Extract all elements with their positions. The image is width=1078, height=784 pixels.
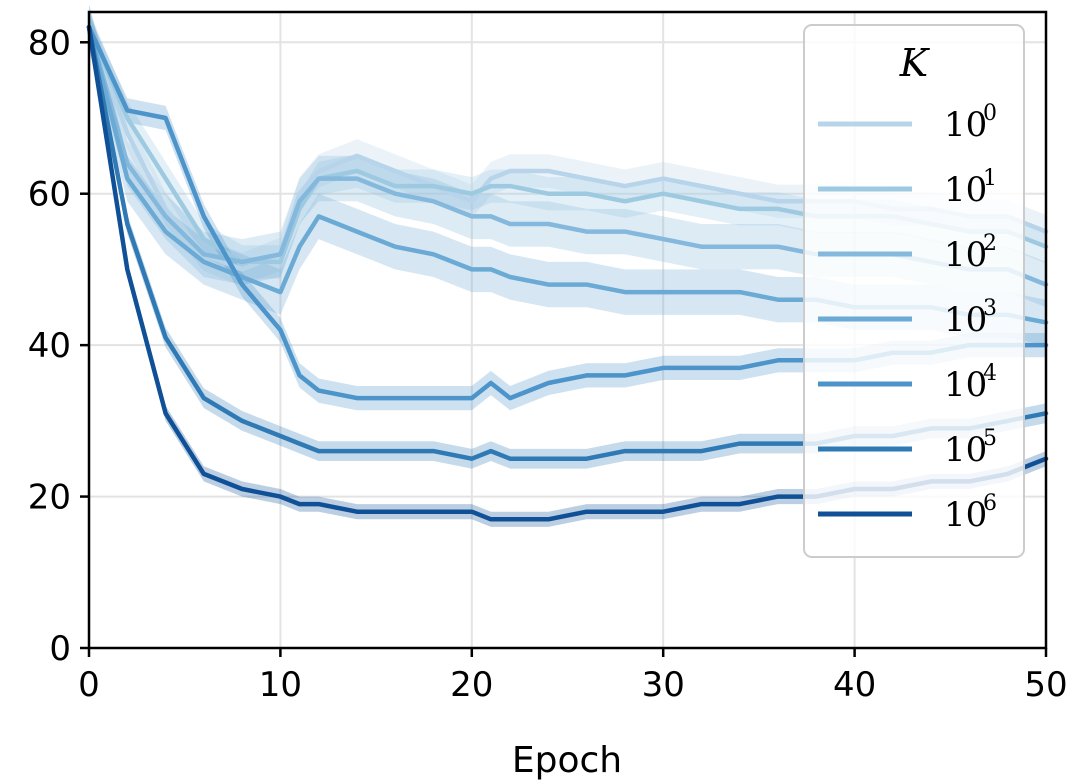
- y-axis-ticks: 0 20 40 60 80: [28, 23, 89, 669]
- x-axis-title: Epoch: [512, 740, 622, 781]
- y-tick-label: 40: [28, 326, 71, 366]
- x-axis-ticks: 0 10 20 30 40 50: [78, 648, 1068, 705]
- x-tick-label: 20: [450, 665, 493, 705]
- legend-exponent: 1: [983, 166, 997, 191]
- legend-exponent: 2: [983, 231, 997, 256]
- x-tick-label: 40: [833, 665, 876, 705]
- legend-exponent: 4: [983, 361, 997, 386]
- legend-exponent: 5: [983, 426, 997, 451]
- legend-label: 10: [944, 430, 987, 470]
- plot-frame: [87, 10, 1048, 650]
- y-tick-label: 0: [49, 629, 71, 669]
- y-tick-label: 80: [28, 23, 71, 63]
- legend-label: 10: [944, 495, 987, 535]
- legend-label: 10: [944, 170, 987, 210]
- legend-label: 10: [944, 235, 987, 275]
- x-tick-label: 10: [259, 665, 302, 705]
- y-tick-label: 60: [28, 175, 71, 215]
- legend-exponent: 0: [983, 101, 997, 126]
- legend-title: K: [899, 41, 931, 85]
- x-tick-label: 0: [78, 665, 100, 705]
- y-tick-label: 20: [28, 478, 71, 518]
- legend-exponent: 3: [983, 296, 997, 321]
- x-tick-label: 30: [642, 665, 685, 705]
- legend-exponent: 6: [983, 491, 997, 516]
- legend-label: 10: [944, 105, 987, 145]
- legend-box: [803, 24, 1025, 558]
- legend-label: 10: [944, 300, 987, 340]
- x-tick-label: 50: [1024, 665, 1067, 705]
- legend-label: 10: [944, 365, 987, 405]
